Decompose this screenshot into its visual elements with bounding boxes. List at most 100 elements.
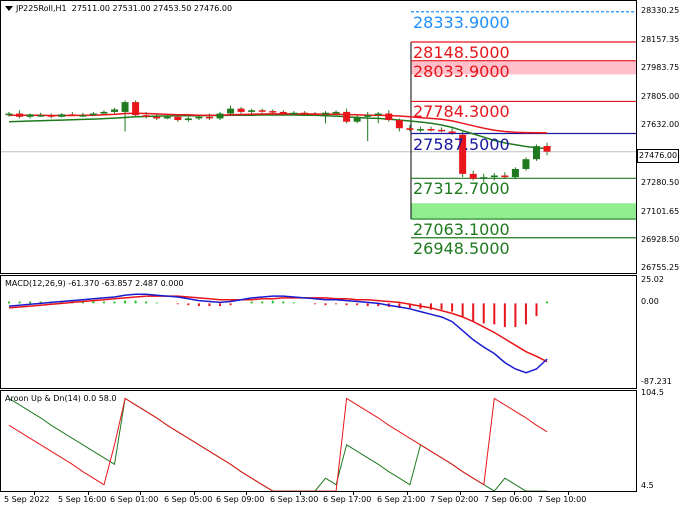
candle-body — [374, 113, 382, 116]
candle-body — [184, 118, 192, 121]
aroon-down-line — [8, 397, 548, 491]
candle-body — [427, 129, 435, 131]
time-tick — [460, 492, 461, 495]
candle-body — [300, 112, 308, 115]
candle-body — [511, 168, 519, 178]
time-label: 7 Sep 06:00 — [484, 495, 533, 504]
candle-body — [416, 129, 424, 131]
candle-body — [385, 113, 393, 121]
macd-signal-line — [8, 295, 548, 363]
macd-main-line — [8, 293, 548, 374]
time-tick — [246, 492, 247, 495]
candle-body — [216, 113, 224, 119]
level-label: 27587.5000 — [413, 134, 510, 154]
time-axis[interactable]: 5 Sep 2022 5 Sep 16:00 6 Sep 01:00 6 Sep 05… — [0, 492, 637, 510]
candle-body — [490, 175, 498, 178]
macd-title: MACD(12,26,9) -61.370 -63.857 2.487 0.00… — [5, 279, 184, 288]
candle-body — [248, 110, 256, 112]
macd-tick-label: 0.00 — [641, 297, 659, 307]
candle-body — [58, 114, 66, 117]
candle-body — [195, 116, 203, 119]
time-tick — [300, 492, 301, 495]
price-tick-label: 28330.25 — [641, 6, 680, 16]
time-tick — [407, 492, 408, 495]
macd-svg — [8, 293, 549, 374]
candle-body — [153, 116, 161, 119]
macd-axis[interactable]: 25.02 0.00 -87.231 — [637, 275, 680, 389]
aroon-tick-label: 4.5 — [641, 480, 654, 490]
level-zone — [411, 203, 636, 220]
macd-pane[interactable]: MACD(12,26,9) -61.370 -63.857 2.487 0.00… — [0, 275, 637, 389]
candle-body — [480, 177, 488, 179]
price-tick-label: 27101.65 — [641, 206, 680, 216]
candle-body — [26, 114, 34, 117]
time-tick — [88, 492, 89, 495]
candle-body — [174, 116, 182, 121]
price-chart-pane[interactable]: JP225Roll,H1 27511.00 27531.00 27453.50 … — [0, 0, 637, 274]
level-label: 28148.5000 — [413, 43, 510, 63]
level-zone — [411, 60, 636, 75]
aroon-tick-label: 104.5 — [641, 388, 664, 398]
ma-red-line — [9, 112, 548, 134]
price-tick-label: 27632.00 — [641, 120, 680, 130]
candle-body — [322, 112, 329, 115]
price-tick-label: 27983.75 — [641, 62, 680, 72]
time-tick — [514, 492, 515, 495]
aroon-pane[interactable]: Aroon Up & Dn(14) 0.0 58.0 — [0, 390, 637, 492]
candle-body — [205, 116, 213, 119]
time-label: 6 Sep 01:00 — [110, 495, 159, 504]
candle-body — [469, 173, 477, 179]
time-label: 6 Sep 17:00 — [323, 495, 372, 504]
candle-body — [311, 113, 319, 116]
candle-body — [227, 108, 235, 114]
price-axis[interactable]: 28330.25 28157.35 27983.75 27805.00 27632.00… — [637, 0, 680, 274]
level-label: 28033.9000 — [413, 61, 510, 81]
dropdown-arrow-icon[interactable] — [5, 6, 13, 11]
candle-body — [132, 102, 140, 116]
candle-body — [522, 159, 530, 169]
ma-green-line — [8, 114, 548, 150]
candle-body — [121, 102, 129, 112]
level-label: 26948.5000 — [413, 238, 510, 258]
level-label: 27312.7000 — [413, 179, 510, 199]
aroon-title: Aroon Up & Dn(14) 0.0 58.0 — [5, 394, 117, 403]
candle-body — [16, 113, 24, 117]
candle-body — [459, 134, 467, 174]
candle-body — [353, 116, 361, 122]
candle-body — [269, 111, 277, 113]
candle-body — [343, 111, 351, 122]
price-chart-svg — [1, 11, 636, 239]
ohlc-values: 27511.00 27531.00 27453.50 27476.00 — [71, 4, 233, 13]
candle-body — [406, 128, 414, 130]
aroon-up-line — [8, 397, 548, 491]
candle-body — [142, 115, 150, 117]
candle-body — [37, 115, 45, 117]
candle-body — [68, 114, 76, 116]
candle-body — [47, 115, 55, 117]
time-label: 5 Sep 16:00 — [58, 495, 107, 504]
price-tick-label: 26928.50 — [641, 234, 680, 244]
macd-tick-label: 25.02 — [641, 274, 664, 284]
candle-body — [290, 112, 298, 115]
aroon-axis[interactable]: 104.5 4.5 — [637, 388, 680, 492]
candle-body — [5, 113, 13, 116]
level-label: 27784.3000 — [413, 102, 510, 122]
aroon-svg — [8, 397, 548, 491]
time-label: 6 Sep 13:00 — [270, 495, 319, 504]
time-label: 5 Sep 2022 — [4, 495, 50, 504]
candle-body — [100, 111, 108, 114]
candle-body — [501, 175, 509, 178]
price-tick-label: 26755.25 — [641, 263, 680, 273]
candle-body — [533, 146, 540, 160]
candle-body — [258, 110, 266, 112]
time-label: 6 Sep 09:00 — [216, 495, 265, 504]
time-label: 6 Sep 21:00 — [377, 495, 426, 504]
level-label: 27063.1000 — [413, 220, 510, 240]
time-tick — [194, 492, 195, 495]
candle-body — [89, 113, 97, 116]
candle-body — [395, 120, 403, 129]
price-tick-label: 27805.00 — [641, 92, 680, 102]
chart-title: JP225Roll,H1 27511.00 27531.00 27453.50 … — [5, 4, 232, 13]
candle-body — [163, 116, 171, 119]
candle-body — [279, 111, 287, 114]
